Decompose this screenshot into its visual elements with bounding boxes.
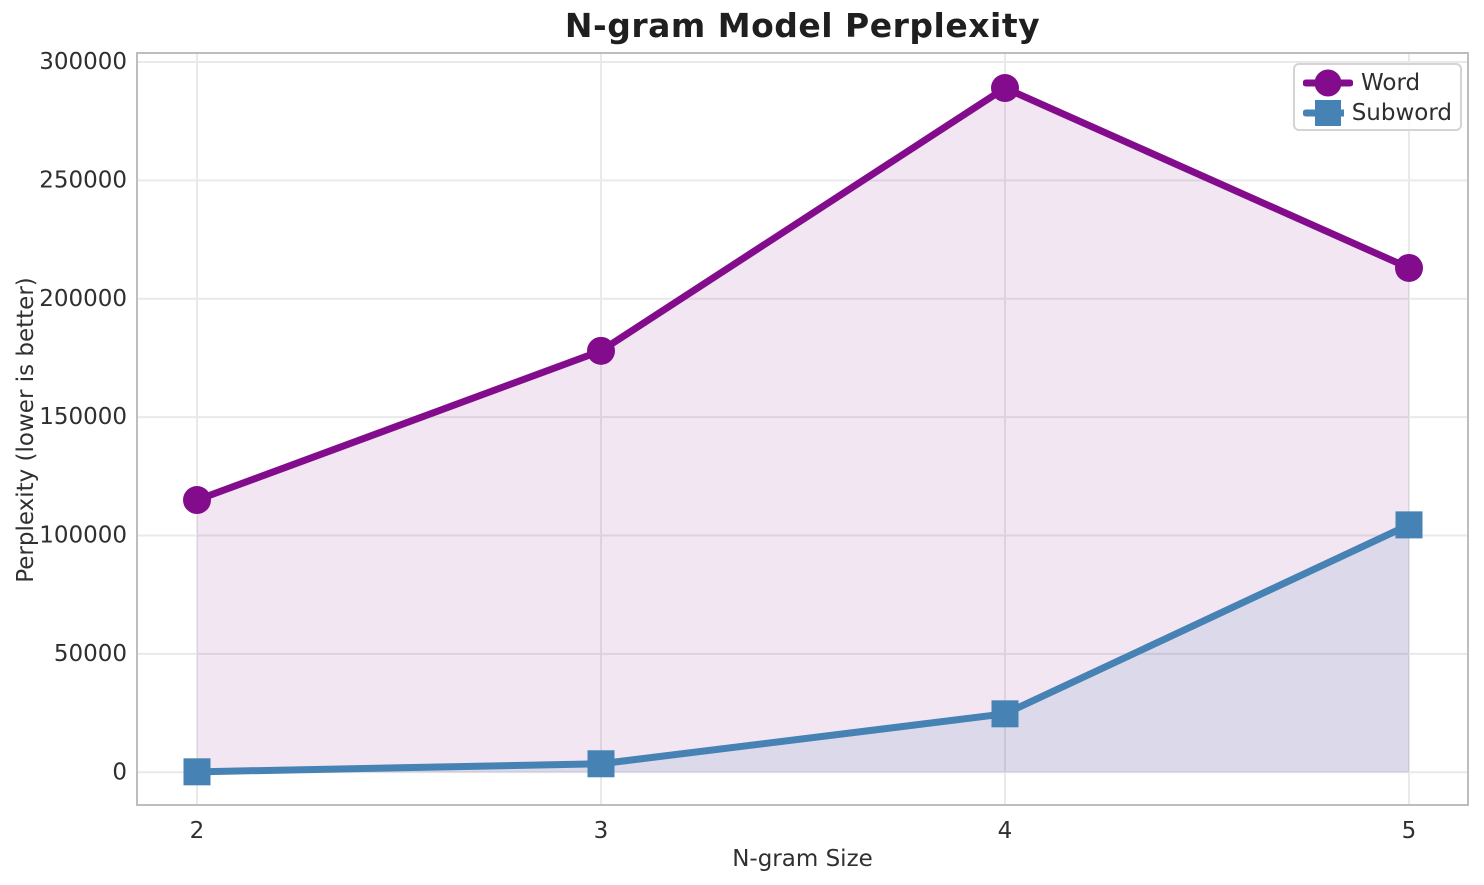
data-point-subword-5	[1395, 511, 1423, 539]
data-point-subword-3	[587, 750, 615, 778]
chart-title: N-gram Model Perplexity	[564, 6, 1041, 45]
x-tick-label: 4	[998, 818, 1013, 844]
legend-item-subword: Subword	[1303, 98, 1452, 128]
subword-line-marker-icon	[1303, 100, 1344, 126]
y-tick-label: 100000	[39, 523, 127, 549]
y-tick-label: 300000	[39, 49, 127, 75]
data-point-word-5	[1395, 253, 1423, 282]
x-tick-label: 3	[594, 818, 609, 844]
series-line-word	[193, 84, 1413, 504]
y-tick-label: 200000	[39, 286, 127, 312]
x-tick-label: 5	[1402, 818, 1417, 844]
data-point-subword-2	[183, 758, 211, 786]
axes-spines	[136, 52, 1469, 806]
y-tick-label: 50000	[54, 641, 127, 667]
legend-label-word: Word	[1361, 70, 1421, 96]
data-point-word-2	[183, 486, 211, 515]
x-tick-label: 2	[190, 818, 205, 844]
y-tick-label: 0	[112, 759, 127, 785]
data-point-word-4	[991, 74, 1019, 103]
word-line-marker-icon	[1303, 69, 1353, 97]
y-axis-label: Perplexity (lower is better)	[13, 277, 39, 583]
legend-item-word: Word	[1303, 68, 1452, 98]
y-tick-label: 250000	[39, 167, 127, 193]
data-point-subword-4	[991, 700, 1019, 728]
y-tick-label: 150000	[39, 404, 127, 430]
data-point-word-3	[587, 336, 615, 365]
legend: Word Subword	[1293, 63, 1462, 131]
area-fill-subword	[197, 524, 1409, 773]
series-line-subword	[193, 521, 1413, 776]
area-fill-word	[197, 88, 1409, 773]
legend-label-subword: Subword	[1351, 100, 1452, 126]
x-axis-label: N-gram Size	[732, 846, 873, 872]
